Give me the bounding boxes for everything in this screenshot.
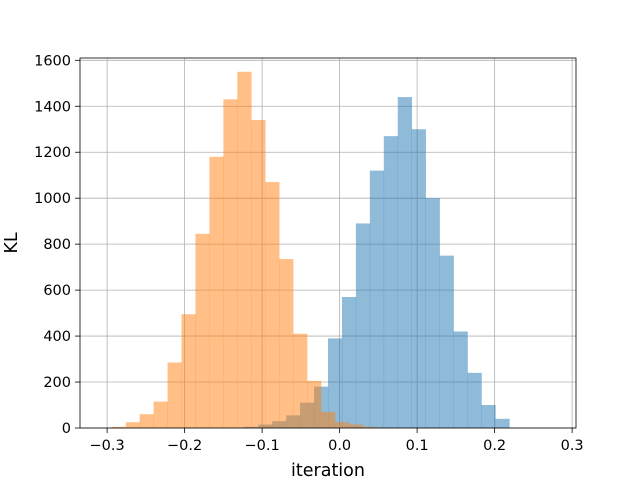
histogram-bar — [411, 129, 426, 428]
histogram-bar — [355, 223, 371, 428]
histogram-bar — [251, 120, 266, 429]
histogram-bar — [328, 338, 343, 428]
x-tick-label: 0.0 — [328, 438, 351, 454]
y-tick-label: 1600 — [34, 53, 71, 69]
y-tick-label: 1400 — [34, 99, 71, 115]
histogram-bar — [209, 156, 224, 428]
y-axis-ticks: 0 200 400 600 800 1000 1200 1400 1600 — [34, 53, 80, 437]
histogram-bar — [348, 424, 364, 428]
histogram-bar — [125, 422, 140, 428]
x-tick-label: 0.2 — [483, 438, 506, 454]
series-1-bars — [111, 71, 378, 429]
y-tick-label: 600 — [43, 283, 71, 299]
histogram-bar — [237, 71, 252, 428]
y-tick-label: 0 — [62, 421, 71, 437]
x-tick-label: 0.1 — [406, 438, 429, 454]
x-axis-ticks: −0.3 −0.2 −0.1 0.0 0.1 0.2 0.3 — [90, 428, 584, 454]
histogram-bar — [111, 426, 127, 428]
histogram-bar — [334, 422, 350, 428]
plot-frame — [79, 57, 577, 429]
y-tick-label: 1000 — [34, 191, 71, 207]
x-tick-label: 0.3 — [561, 438, 584, 454]
histogram-bar — [481, 405, 496, 428]
histogram-bar — [341, 297, 357, 428]
histogram-bar — [167, 362, 182, 428]
histogram-bar — [383, 136, 399, 428]
histogram-bar — [181, 314, 196, 428]
histogram-bar — [139, 414, 154, 428]
x-axis-label: iteration — [291, 461, 365, 480]
histogram-bar — [307, 380, 322, 428]
x-tick-label: −0.2 — [167, 438, 202, 454]
x-tick-label: −0.1 — [245, 438, 280, 454]
histogram-bar — [153, 401, 168, 428]
histogram-bar — [439, 255, 454, 428]
histogram-bars — [111, 71, 510, 429]
histogram-bar — [495, 418, 510, 428]
histogram-bar — [453, 331, 468, 428]
histogram-bar — [265, 182, 280, 428]
y-tick-label: 1200 — [34, 145, 71, 161]
y-tick-label: 200 — [43, 375, 71, 391]
x-tick-label: −0.3 — [90, 438, 125, 454]
histogram-bar — [195, 233, 210, 428]
histogram-bar — [362, 426, 378, 428]
histogram-bar — [425, 198, 440, 428]
histogram-bar — [293, 333, 308, 428]
histogram-bar — [223, 99, 238, 429]
histogram-bar — [279, 259, 294, 428]
histogram-bar — [369, 170, 385, 428]
histogram-bar — [321, 411, 336, 428]
histogram-bar — [397, 97, 412, 428]
y-axis-label: KL — [2, 232, 22, 253]
y-tick-label: 400 — [43, 329, 71, 345]
histogram-bar — [467, 372, 482, 428]
y-tick-label: 800 — [43, 237, 71, 253]
